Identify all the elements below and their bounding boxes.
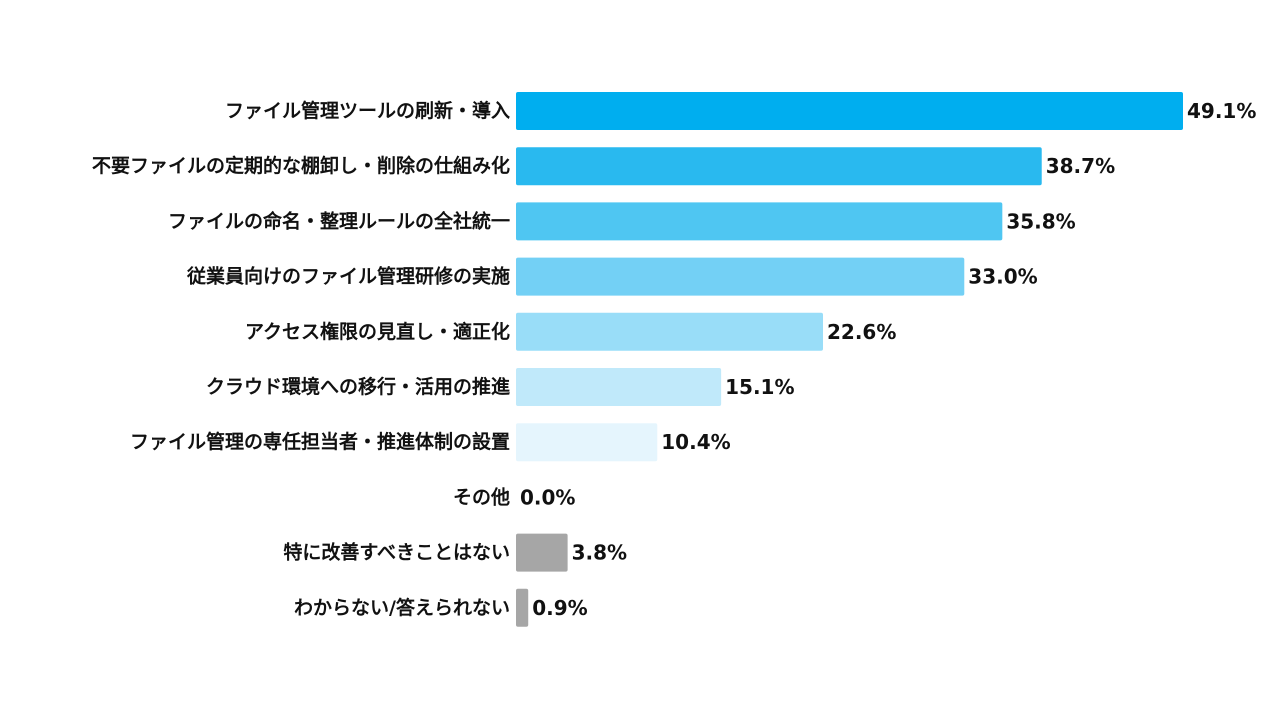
- bar: [516, 202, 1003, 241]
- category-label: その他: [453, 485, 510, 508]
- category-label: ファイル管理ツールの刷新・導入: [225, 99, 510, 122]
- category-label: 不要ファイルの定期的な棚卸し・削除の仕組み化: [92, 154, 510, 177]
- bar: [516, 533, 568, 572]
- value-label: 0.0%: [520, 485, 575, 509]
- category-label: ファイルの命名・整理ルールの全社統一: [168, 209, 510, 232]
- bar: [516, 92, 1183, 130]
- bar: [516, 257, 965, 296]
- bar: [516, 147, 1042, 186]
- bar: [516, 312, 824, 351]
- value-label: 0.9%: [532, 596, 587, 620]
- value-label: 33.0%: [968, 265, 1037, 289]
- category-label: ファイル管理の専任担当者・推進体制の設置: [130, 430, 510, 453]
- value-label: 15.1%: [725, 375, 794, 399]
- value-label: 35.8%: [1006, 209, 1075, 233]
- value-label: 10.4%: [661, 430, 730, 454]
- bar: [516, 588, 529, 627]
- value-label: 49.1%: [1187, 99, 1256, 123]
- value-label: 3.8%: [572, 541, 627, 565]
- category-label: 特に改善すべきことはない: [283, 541, 510, 564]
- value-label: 38.7%: [1046, 154, 1115, 178]
- category-label: 従業員向けのファイル管理研修の実施: [186, 265, 510, 288]
- category-label: クラウド環境への移行・活用の推進: [206, 375, 510, 398]
- category-label: わからない/答えられない: [294, 596, 510, 619]
- bar: [516, 423, 658, 462]
- bar: [516, 368, 722, 406]
- value-label: 22.6%: [827, 320, 896, 344]
- category-label: アクセス権限の見直し・適正化: [245, 320, 510, 343]
